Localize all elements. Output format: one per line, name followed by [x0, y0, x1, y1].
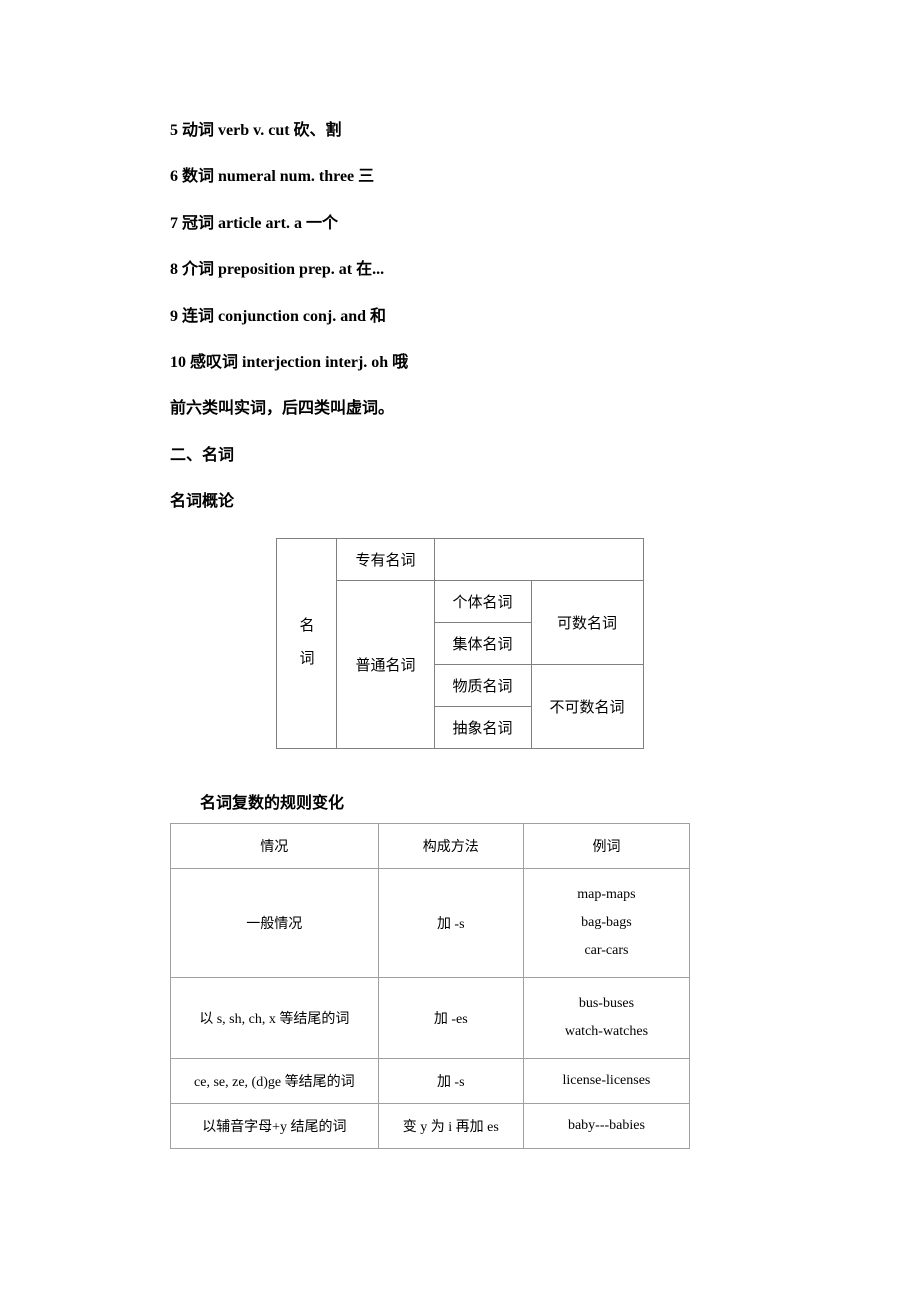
t1-countable: 可数名词 — [531, 580, 643, 664]
t1-collective-noun: 集体名词 — [434, 622, 531, 664]
t2-r4c1: 以辅音字母+y 结尾的词 — [171, 1103, 379, 1148]
note-line: 前六类叫实词，后四类叫虚词。 — [170, 398, 750, 420]
table-row: 以辅音字母+y 结尾的词 变 y 为 i 再加 es baby---babies — [171, 1103, 690, 1148]
t2-r1c2: 加 -s — [378, 868, 523, 977]
t2-r2c2: 加 -es — [378, 977, 523, 1058]
line-5: 5 动词 verb v. cut 砍、割 — [170, 120, 750, 142]
t2-r3c3: license-licenses — [523, 1058, 689, 1103]
t2-r2c1: 以 s, sh, ch, x 等结尾的词 — [171, 977, 379, 1058]
t2-r4c2: 变 y 为 i 再加 es — [378, 1103, 523, 1148]
t2-r2c3: bus-buseswatch-watches — [523, 977, 689, 1058]
line-9: 9 连词 conjunction conj. and 和 — [170, 306, 750, 328]
t1-material-noun: 物质名词 — [434, 664, 531, 706]
t1-empty — [434, 538, 643, 580]
t2-r4c3: baby---babies — [523, 1103, 689, 1148]
line-7: 7 冠词 article art. a 一个 — [170, 213, 750, 235]
noun-intro-title: 名词概论 — [170, 491, 750, 513]
table-row: 情况 构成方法 例词 — [171, 823, 690, 868]
line-8: 8 介词 preposition prep. at 在... — [170, 259, 750, 281]
table-row: 一般情况 加 -s map-mapsbag-bagscar-cars — [171, 868, 690, 977]
line-6: 6 数词 numeral num. three 三 — [170, 166, 750, 188]
table-row: ce, se, ze, (d)ge 等结尾的词 加 -s license-lic… — [171, 1058, 690, 1103]
plural-rules-title: 名词复数的规则变化 — [200, 789, 750, 813]
t1-common-noun: 普通名词 — [337, 580, 434, 748]
t2-r1c3: map-mapsbag-bagscar-cars — [523, 868, 689, 977]
noun-classification-table: 名词 专有名词 普通名词 个体名词 可数名词 集体名词 物质名词 不可数名词 抽… — [276, 538, 643, 749]
t2-r1c1: 一般情况 — [171, 868, 379, 977]
t1-rowhead: 名词 — [277, 538, 337, 748]
plural-rules-table: 情况 构成方法 例词 一般情况 加 -s map-mapsbag-bagscar… — [170, 823, 690, 1149]
t1-uncountable: 不可数名词 — [531, 664, 643, 748]
section-2-title: 二、名词 — [170, 445, 750, 467]
t2-h1: 情况 — [171, 823, 379, 868]
line-10: 10 感叹词 interjection interj. oh 哦 — [170, 352, 750, 374]
noun-classification-table-wrap: 名词 专有名词 普通名词 个体名词 可数名词 集体名词 物质名词 不可数名词 抽… — [170, 538, 750, 749]
table-row: 以 s, sh, ch, x 等结尾的词 加 -es bus-buseswatc… — [171, 977, 690, 1058]
t2-r3c2: 加 -s — [378, 1058, 523, 1103]
t1-abstract-noun: 抽象名词 — [434, 706, 531, 748]
t2-r3c1: ce, se, ze, (d)ge 等结尾的词 — [171, 1058, 379, 1103]
t1-individual-noun: 个体名词 — [434, 580, 531, 622]
t1-proper-noun: 专有名词 — [337, 538, 434, 580]
t2-h2: 构成方法 — [378, 823, 523, 868]
t2-h3: 例词 — [523, 823, 689, 868]
